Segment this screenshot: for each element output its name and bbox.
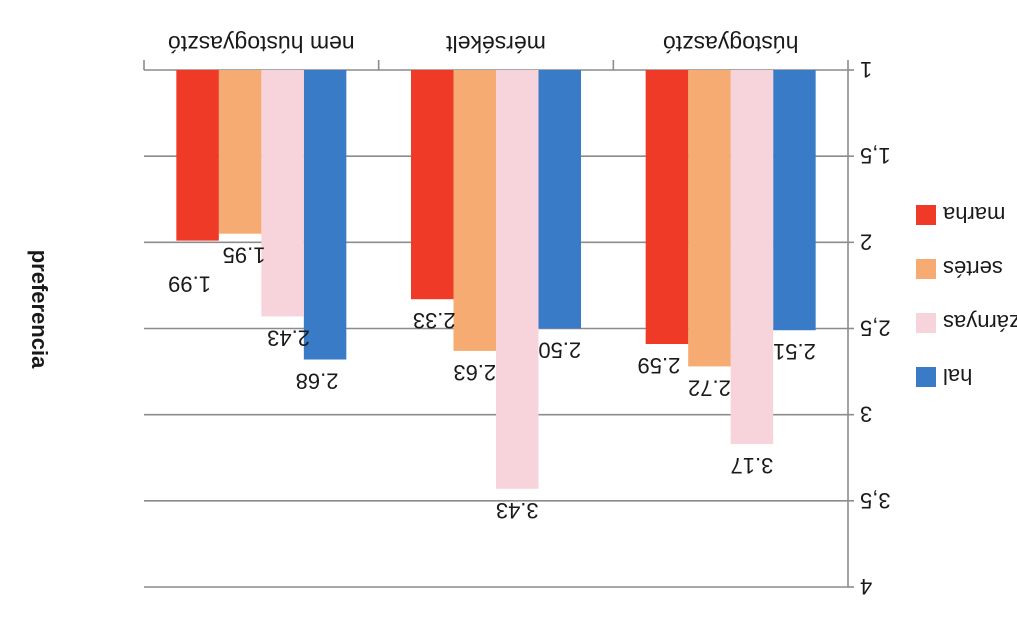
bars xyxy=(176,70,816,489)
bar-sertés xyxy=(218,70,262,234)
category-label: nem hústogyasztó xyxy=(168,31,355,57)
y-axis-title: preferencia xyxy=(27,250,52,369)
category-labels: hústogyasztó mérsékelt nem hústogyasztó xyxy=(168,31,798,57)
data-label: 2.43 xyxy=(267,325,310,350)
data-label: 2.72 xyxy=(688,375,731,400)
bar-marha xyxy=(411,70,454,300)
bar-szárnyas xyxy=(261,70,304,317)
bar-hal xyxy=(303,70,347,360)
data-label: 2.63 xyxy=(453,360,496,385)
legend-label: marha xyxy=(942,202,1005,227)
legend-swatch-marha xyxy=(916,205,936,225)
bar-szárnyas xyxy=(730,70,774,444)
data-label: 3.43 xyxy=(496,498,539,523)
bar-hal xyxy=(773,70,816,331)
legend-label: sertés xyxy=(943,256,1003,281)
legend-swatch-sertés xyxy=(916,259,936,279)
data-label: 2.68 xyxy=(296,369,339,394)
data-label: 2.50 xyxy=(538,338,581,363)
data-label: 2.33 xyxy=(413,308,456,333)
legend-swatch-szárnyas xyxy=(916,313,936,333)
y-tick-label: 4 xyxy=(860,574,872,599)
y-tick-labels: 1 1,5 2 2,5 3 3,5 4 xyxy=(860,57,891,599)
category-label: mérsékelt xyxy=(446,31,546,57)
bar-szárnyas xyxy=(496,70,539,489)
data-label: 3.17 xyxy=(731,453,774,478)
bar-marha xyxy=(176,70,219,241)
bar-hal xyxy=(538,70,581,329)
data-label: 2.51 xyxy=(773,339,816,364)
legend-swatch-hal xyxy=(916,367,936,387)
y-tick-label: 3 xyxy=(860,402,872,427)
y-tick-label: 3,5 xyxy=(860,488,891,513)
category-label: hústogyasztó xyxy=(663,31,799,57)
y-tick-label: 2 xyxy=(860,229,872,254)
data-label: 2.59 xyxy=(638,353,681,378)
legend-label: szárnyas xyxy=(943,310,1017,335)
y-tick-label: 2,5 xyxy=(860,316,891,341)
data-label: 1.95 xyxy=(223,243,266,268)
legend: hal szárnyas sertés marha xyxy=(916,202,1017,389)
bar-sertés xyxy=(688,70,731,367)
legend-label: hal xyxy=(943,364,972,389)
data-labels: 2.51 2.50 2.68 3.17 3.43 2.43 2.72 2.63 1.95 2.59… xyxy=(168,243,816,523)
y-tick-label: 1 xyxy=(860,57,872,82)
bar-sertés xyxy=(453,70,496,351)
data-label: 1.99 xyxy=(168,272,211,297)
bar-marha xyxy=(645,70,689,345)
y-tick-label: 1,5 xyxy=(860,143,891,168)
